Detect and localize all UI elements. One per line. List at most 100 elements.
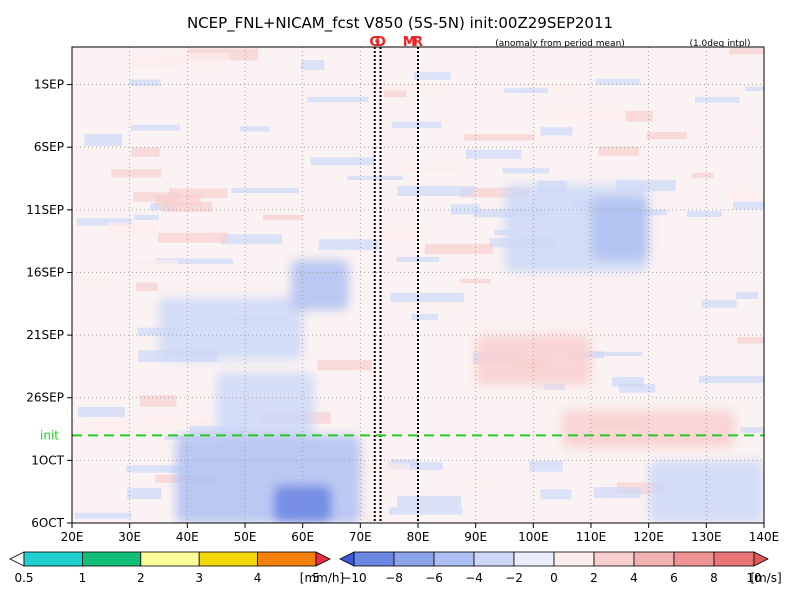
colorbar-level-label: 3 <box>195 571 203 585</box>
noise-patch <box>231 187 299 194</box>
noise-patch <box>450 204 480 215</box>
anomaly-patch <box>216 372 315 436</box>
colorbar-cell <box>140 551 200 567</box>
noise-patch <box>135 259 179 265</box>
colorbar-level-label: 6 <box>670 571 678 585</box>
noise-patch <box>263 214 303 221</box>
x-tick-label: 20E <box>61 530 84 544</box>
anomaly-patch <box>273 485 332 523</box>
colorbar-cell <box>23 551 83 567</box>
noise-patch <box>744 86 764 92</box>
noise-patch <box>317 360 373 371</box>
noise-patch <box>618 383 656 393</box>
noise-patch <box>139 395 177 407</box>
noise-patch <box>390 459 418 468</box>
x-tick-label: 110E <box>576 530 607 544</box>
x-tick-label: 100E <box>518 530 549 544</box>
noise-patch <box>540 127 573 136</box>
colorbar-cell <box>257 551 317 567</box>
x-tick-label: 60E <box>291 530 314 544</box>
noise-patch <box>398 301 459 307</box>
noise-patch <box>413 71 451 80</box>
noise-patch <box>383 89 407 98</box>
noise-patch <box>595 78 640 86</box>
x-tick-label: 80E <box>407 530 430 544</box>
noise-patch <box>133 214 159 221</box>
colorbar-arrow-right <box>753 551 769 567</box>
noise-patch <box>390 292 464 303</box>
colorbar-level-label: 2 <box>590 571 598 585</box>
chart-subtitle-left: (anomaly from period mean) <box>495 39 625 49</box>
x-tick-label: 50E <box>234 530 257 544</box>
grid-lines <box>72 47 764 523</box>
region-marker-label: D <box>375 35 386 50</box>
noise-patch <box>625 110 653 122</box>
anomaly-features <box>158 184 764 523</box>
noise-patch <box>84 133 123 146</box>
noise-patch <box>376 82 456 92</box>
noise-patch <box>735 291 759 299</box>
noise-patch <box>83 421 130 431</box>
noise-patch <box>397 495 462 508</box>
noise-patch <box>686 210 722 217</box>
colorbar-cell <box>473 551 515 567</box>
noise-patch <box>389 507 463 515</box>
noise-patch <box>76 218 132 226</box>
noise-patch <box>502 168 550 174</box>
noise-patch <box>307 96 369 103</box>
wind-colorbar-unit: [m/s] <box>750 571 781 585</box>
colorbar-level-label: 8 <box>710 571 718 585</box>
y-tick-label: 6SEP <box>34 140 64 154</box>
colorbar-arrow-left <box>339 551 355 567</box>
noise-patch <box>692 172 714 179</box>
colorbar-level-label: −2 <box>505 571 523 585</box>
noise-patch <box>72 278 120 283</box>
colorbar-level-label: 4 <box>630 571 638 585</box>
colorbar-level-label: 2 <box>137 571 145 585</box>
anomaly-patch <box>475 335 591 386</box>
noise-patch <box>543 383 565 390</box>
noise-patch <box>155 258 233 264</box>
chart-subtitle-right: (1.0deg intpl) <box>689 39 750 49</box>
noise-patch <box>127 487 162 499</box>
x-tick-label: 70E <box>349 530 372 544</box>
y-tick-label: 11SEP <box>26 203 64 217</box>
colorbar-level-label: 4 <box>254 571 262 585</box>
noise-patch <box>728 191 764 201</box>
noise-patch <box>503 88 549 93</box>
chart-title: NCEP_FNL+NICAM_fcst V850 (5S-5N) init:00… <box>187 14 613 33</box>
colorbar-arrow-left <box>9 551 25 567</box>
noise-patch <box>140 417 217 426</box>
x-tick-label: 30E <box>118 530 141 544</box>
colorbar-level-label: −4 <box>465 571 483 585</box>
colorbar-cell <box>433 551 475 567</box>
noise-patch <box>310 157 375 166</box>
region-marker-labels: GD MR <box>369 35 423 50</box>
colorbar-level-label: −6 <box>425 571 443 585</box>
noise-patch <box>220 234 283 245</box>
x-tick-label: 40E <box>176 530 199 544</box>
colorbar-level-label: −10 <box>341 571 366 585</box>
region-lines <box>373 47 419 523</box>
region-marker-label: G <box>369 35 380 50</box>
noise-patch <box>136 282 158 292</box>
x-tick-label: 130E <box>691 530 722 544</box>
noise-patch <box>746 131 764 136</box>
noise-patch <box>397 186 475 197</box>
wind-colorbar: −10 −8 −6 −4 −2 0 2 4 6 8 10 <box>339 551 769 585</box>
anomaly-stripes <box>72 47 764 522</box>
noise-patch <box>160 393 232 398</box>
noise-patch <box>346 463 410 473</box>
noise-patch <box>137 327 178 336</box>
anomaly-patch <box>175 435 361 523</box>
region-marker-label: R <box>413 35 423 50</box>
noise-patch <box>164 53 230 65</box>
colorbar-level-label: 5 <box>312 571 320 585</box>
noise-patch <box>593 487 641 498</box>
noise-patch <box>376 226 429 238</box>
colorbar-level-label: 0.5 <box>14 571 33 585</box>
noise-patch <box>161 201 213 212</box>
y-axis-ticks: 1SEP 6SEP 11SEP 16SEP 21SEP 26SEP 1OCT 6OCT <box>26 78 72 530</box>
colorbar-cell <box>593 551 635 567</box>
